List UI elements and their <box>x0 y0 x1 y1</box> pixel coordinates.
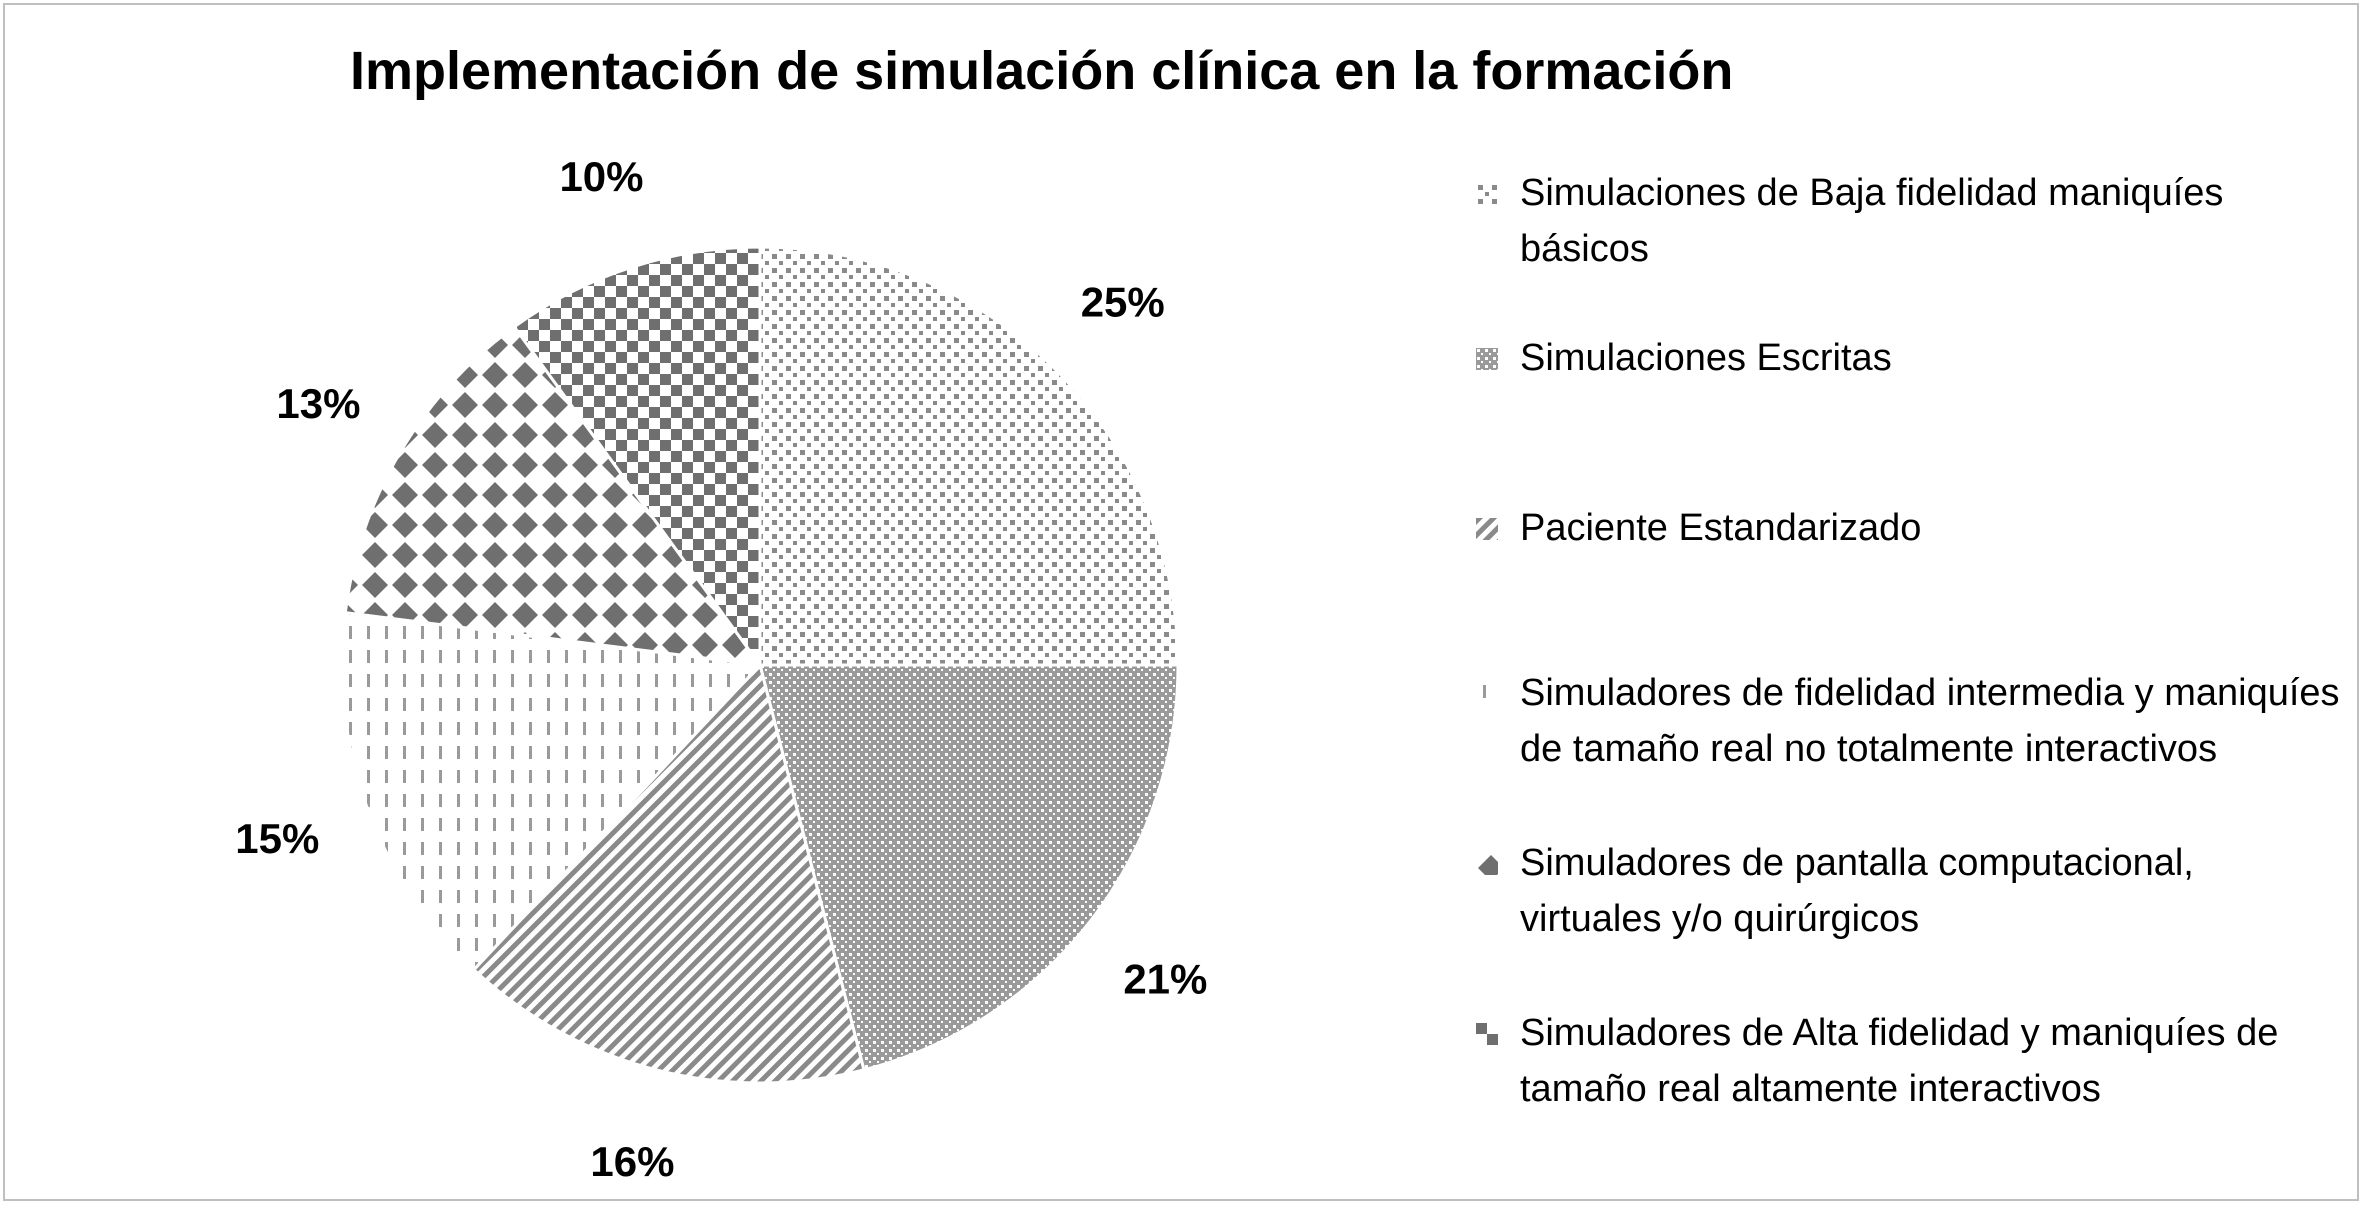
legend-swatch <box>1476 518 1498 540</box>
data-label: 13% <box>276 380 360 427</box>
legend-swatch <box>1476 183 1498 205</box>
pie-slice <box>471 661 866 1085</box>
data-label: 25% <box>1081 278 1165 325</box>
legend-swatch <box>1476 348 1498 370</box>
legend-label: Simuladores de fidelidad intermedia y ma… <box>1520 672 2340 770</box>
legend-label: Simulaciones de Baja fidelidad maniquíes… <box>1520 172 2224 270</box>
pie-slice <box>340 610 764 972</box>
legend-label: Simulaciones Escritas <box>1520 337 1892 379</box>
legend-label: Simuladores de pantalla computacional, v… <box>1520 842 2194 940</box>
legend-swatch <box>1476 683 1498 705</box>
legend-swatch <box>1476 1023 1498 1045</box>
data-label: 21% <box>1123 955 1207 1002</box>
pie-slice <box>758 245 1180 667</box>
legend-label: Paciente Estandarizado <box>1520 507 1922 549</box>
data-label: 10% <box>559 153 643 200</box>
pie-slice <box>758 663 1180 1072</box>
pie-slice <box>343 324 764 667</box>
legend-swatch <box>1476 853 1498 875</box>
data-label: 16% <box>590 1138 674 1185</box>
chart-title: Implementación de simulación clínica en … <box>350 41 1734 101</box>
pie-slice <box>512 245 762 670</box>
data-label: 15% <box>235 815 319 862</box>
legend-label: Simuladores de Alta fidelidad y maniquíe… <box>1520 1012 2279 1110</box>
